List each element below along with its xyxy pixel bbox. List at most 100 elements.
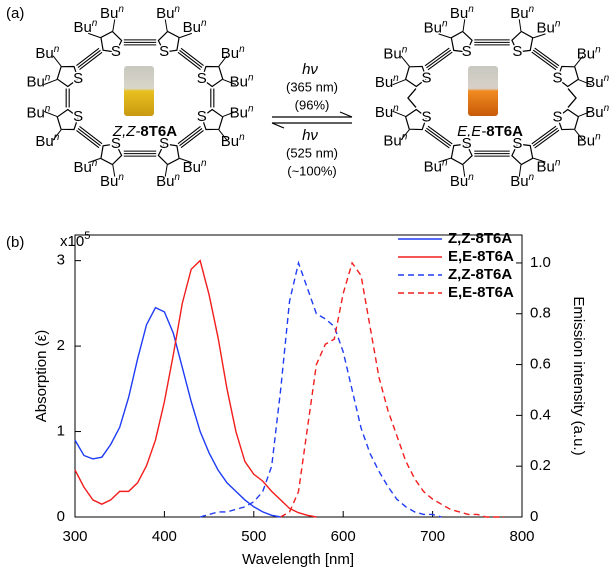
substituent: Bun [221,132,245,150]
x-tick-label: 600 [331,528,356,545]
substituent-bond [179,32,192,39]
substituent-sup: n [595,131,601,142]
heteroatom: S [111,43,121,60]
y2-tick-label: 0.8 [530,305,551,322]
compound-name: Z,Z-8T6A [112,123,177,140]
name-prefix: Z,Z- [112,123,141,140]
substituent-bond [438,33,451,39]
substituent-sup: n [393,103,399,114]
substituent: Bun [156,171,180,189]
heteroatom: S [73,70,83,87]
thiophene-ring [201,108,224,131]
substituent-bond [43,111,58,117]
x-tick-label: 800 [509,528,534,545]
series-line [74,306,281,518]
substituent-bond [88,32,101,39]
arrow-head [271,122,285,129]
substituent-base: Bu [510,173,528,190]
substituent-sup: n [402,44,408,55]
substituent-base: Bu [375,104,393,121]
bond [427,51,453,71]
legend-label: E,E-8T6A [448,284,514,301]
substituent-sup: n [174,171,180,182]
thiophene-ring [56,65,79,88]
bond [567,88,577,108]
substituent: Bun [230,72,254,90]
x-axis-title: Wavelength [nm] [242,551,354,568]
bond [177,125,201,145]
bond [180,47,204,67]
y2-axis-title: Emission intensity (a.u.) [570,296,587,455]
substituent-bond [400,129,410,141]
bond [177,51,201,71]
substituent-base: Bu [26,74,44,91]
substituent-bond [392,79,406,86]
bond [532,49,558,69]
substituent: Bun [536,157,560,175]
substituent-base: Bu [221,45,239,62]
heteroatom: S [462,43,472,60]
substituent-base: Bu [100,5,118,22]
panel-label: (b) [6,234,24,251]
substituent-bond [578,79,592,86]
substituent-sup: n [604,73,609,84]
compound-name: E,E-8T6A [457,123,523,140]
bond [76,129,100,149]
heteroatom: S [197,70,207,87]
substituent-bond [400,55,410,67]
substituent: Bun [35,44,59,62]
substituent-sup: n [529,4,535,15]
substituent-sup: n [201,158,207,169]
yield: (96%) [295,97,330,112]
substituent-sup: n [92,158,98,169]
substituent-base: Bu [35,133,53,150]
substituent-base: Bu [221,133,239,150]
wavelength: (525 nm) [286,145,338,160]
series-line [199,260,442,518]
substituent-bond [164,19,168,32]
substituent-sup: n [442,157,448,168]
substituent-bond [112,19,116,32]
substituent-bond [112,164,116,177]
y2-tick-label: 0 [530,508,538,525]
name-prefix: E,E- [457,123,486,140]
substituent-sup: n [92,18,98,29]
yield: (~100%) [287,163,337,178]
bond [180,129,204,149]
y-tick-label: 3 [57,252,65,269]
substituent-bond [218,129,228,141]
substituent-base: Bu [230,74,248,91]
substituent-bond [164,164,168,177]
substituent-sup: n [239,44,245,55]
substituent: Bun [510,172,534,190]
substituent-bond [462,164,466,177]
bond [179,49,203,69]
substituent-sup: n [555,18,561,29]
bond [76,47,100,67]
thiophene-ring [404,108,428,131]
substituent-base: Bu [424,20,442,37]
substituent: Bun [577,44,601,62]
substituent-base: Bu [585,104,603,121]
thiophene-ring [56,108,79,131]
bond [532,127,558,147]
plot-frame [74,234,523,518]
substituent-bond [533,33,546,39]
substituent-bond [574,129,584,141]
bond [77,49,101,69]
substituent-base: Bu [383,133,401,150]
bond [424,47,450,67]
light-symbol: hν [302,61,318,78]
thiophene-ring [450,143,473,166]
substituent-sup: n [201,18,207,29]
legend-label: Z,Z-8T6A [448,266,512,283]
substituent-sup: n [248,72,254,83]
bond [79,51,103,71]
substituent-sup: n [604,103,609,114]
substituent: Bun [100,171,124,189]
substituent-bond [574,55,584,67]
bond [531,125,557,145]
substituent-bond [52,55,62,67]
substituent-bond [518,19,522,32]
substituent: Bun [510,4,534,22]
